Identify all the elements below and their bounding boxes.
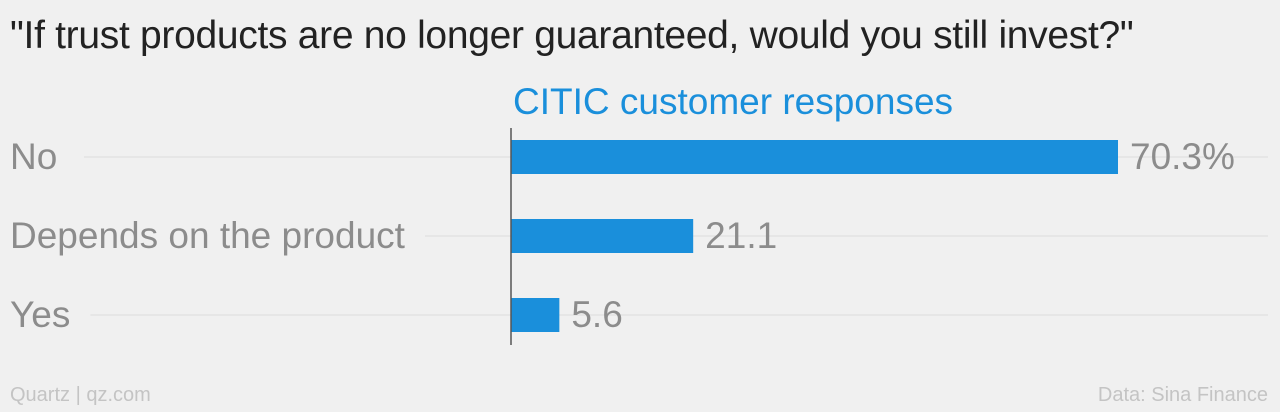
bar	[511, 140, 1118, 174]
footer-brand: Quartz | qz.com	[10, 384, 151, 406]
series-label: CITIC customer responses	[513, 81, 953, 122]
chart-title: "If trust products are no longer guarant…	[10, 14, 1134, 57]
footer-source: Data: Sina Finance	[1097, 384, 1268, 406]
bar-chart: CITIC customer responses No 70.3% Depends o…	[10, 81, 1268, 345]
value-label: 21.1	[705, 215, 777, 256]
category-label: Yes	[10, 294, 70, 335]
category-label: Depends on the product	[10, 215, 406, 256]
value-label: 5.6	[571, 294, 622, 335]
category-label: No	[10, 136, 57, 177]
bar	[511, 298, 560, 332]
value-label: 70.3%	[1130, 136, 1235, 177]
bar	[511, 219, 694, 253]
